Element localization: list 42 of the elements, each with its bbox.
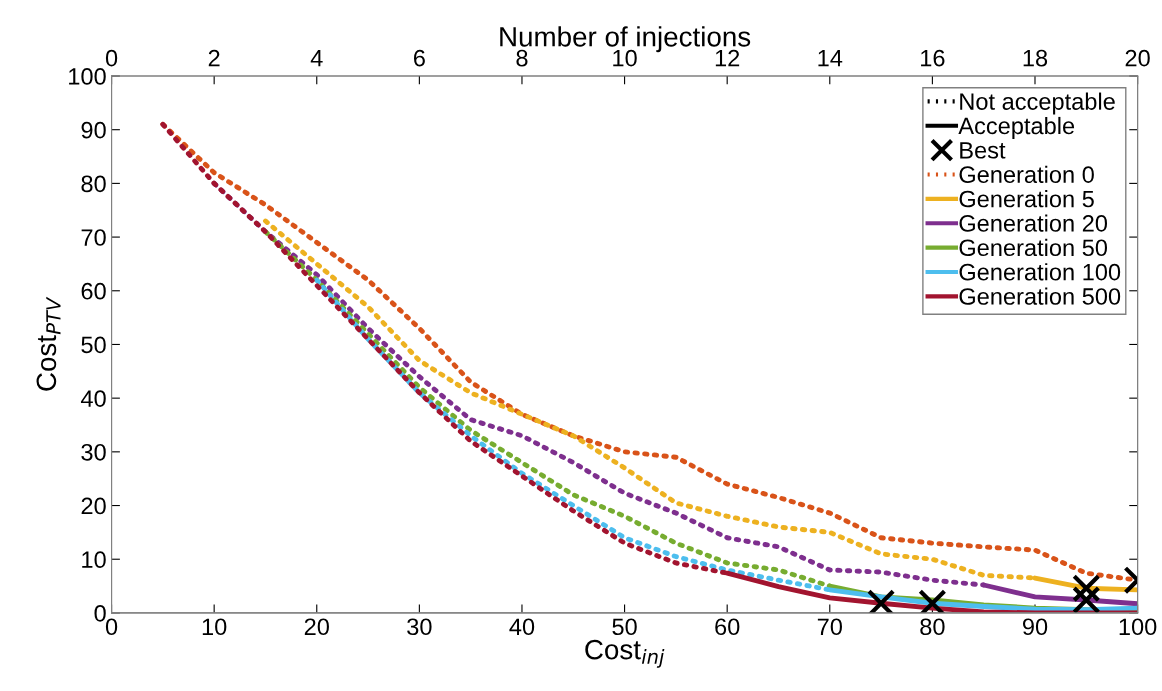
y-tick-label: 90 [81,121,106,139]
x-tick-label: 30 [407,618,432,636]
x2-tick-label: 10 [613,49,637,67]
x-tick-label: 40 [509,618,535,636]
x2-tick-label: 6 [414,49,425,67]
legend-label: Generation 5 [959,190,1094,208]
y-tick-label: 60 [81,282,106,300]
x2-tick-label: 18 [1023,49,1048,67]
x2-tick-label: 14 [818,50,843,67]
y-tick-label: 10 [82,551,106,569]
x-tick-label: 80 [920,618,945,636]
y-tick-label: 50 [81,336,106,354]
x2-tick-label: 4 [310,50,323,67]
y-axis-title: Cost$_{PTV}$ [36,296,61,391]
legend-label: Generation 50 [959,238,1108,257]
legend-label: Generation 500 [959,287,1121,305]
x2-tick-label: 16 [921,49,945,67]
legend-label: Generation 20 [959,214,1108,232]
legend-label: Generation 100 [959,263,1121,281]
x-tick-label: 0 [105,618,118,636]
y-tick-label: 30 [81,443,106,461]
legend-label: Best [960,142,1006,159]
x-tick-label: 100 [1119,618,1157,636]
x-tick-label: 90 [1022,618,1048,636]
x-axis-title: Cost$_{inj}$ [585,639,665,668]
y-tick-label: 80 [81,175,106,193]
legend-label: Acceptable [958,116,1075,139]
x-tick-label: 20 [304,618,329,636]
x2-tick-label: 0 [105,49,118,67]
y-tick-label: 20 [81,497,106,515]
x2-tick-label: 2 [208,49,220,67]
y-tick-label: 100 [69,68,106,85]
y-tick-label: 70 [81,229,106,246]
x-tick-label: 50 [612,618,637,636]
y-tick-label: 0 [94,604,106,622]
x-tick-label: 60 [715,618,740,636]
x2-tick-label: 20 [1125,49,1150,67]
x-tick-label: 10 [202,618,227,636]
legend-label: Not acceptable [960,92,1115,115]
y-tick-label: 40 [80,390,106,407]
x-tick-label: 70 [817,618,842,636]
legend-label: Generation 0 [959,165,1094,183]
